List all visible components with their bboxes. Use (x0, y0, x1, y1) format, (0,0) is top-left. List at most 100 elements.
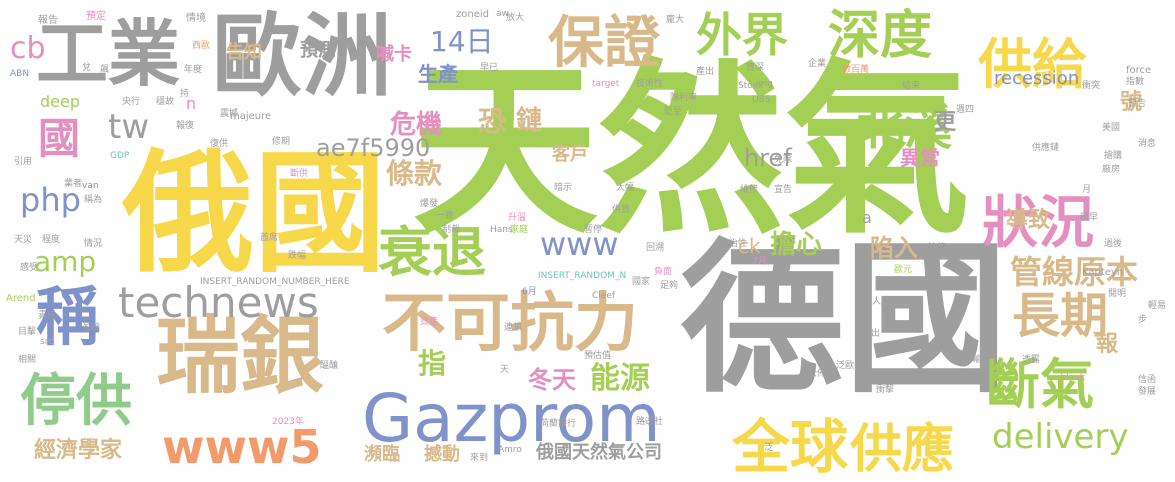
word: 年度 (184, 65, 203, 75)
word: 衝突 (1082, 81, 1101, 91)
word: 撼動 (424, 444, 460, 465)
word: 歐洲 (212, 4, 392, 109)
word: majeure (230, 111, 272, 122)
word: van (82, 181, 99, 191)
word: 公佈 (808, 369, 827, 379)
word: 相關 (18, 355, 37, 365)
word: 警告 (1128, 99, 1147, 109)
word: 宣告 (774, 185, 793, 195)
word: img (756, 79, 773, 89)
word: 想出 (862, 329, 881, 339)
word: 供貨 (612, 205, 631, 215)
word: 資深 (746, 63, 765, 73)
word: Hans (490, 225, 513, 235)
word: deep (40, 92, 80, 111)
word: 企業 (808, 59, 827, 69)
word: Arend (6, 293, 36, 304)
word: 暫停 (584, 225, 603, 235)
word: 透露 (1022, 355, 1041, 365)
word: n (186, 94, 197, 113)
word: 大幅 (616, 183, 635, 193)
word: 外界 (696, 8, 788, 62)
word: 天 (500, 365, 510, 375)
word: 工業 (36, 12, 181, 96)
word: 震撼 (220, 109, 239, 119)
word: 號 (1120, 90, 1143, 115)
word: 持 (180, 89, 190, 99)
word: 輕易 (1148, 301, 1167, 311)
word: 國家 (632, 277, 651, 287)
word: 稍早 (1080, 213, 1099, 223)
word: tw (108, 107, 150, 147)
word: 斷氣 (986, 353, 1094, 416)
word: 醞釀 (320, 361, 339, 371)
word: 預定 (86, 11, 106, 22)
word: 人士 (872, 297, 891, 307)
word: 一致 (436, 211, 455, 221)
word: 長期 (1012, 288, 1109, 344)
word: 生產 (418, 62, 458, 86)
word: 龐大 (666, 15, 685, 25)
word: 瑞銀 (156, 307, 325, 405)
word: 目擊 (18, 327, 37, 337)
word: target (592, 79, 620, 89)
word: 喊卡 (376, 44, 412, 65)
word: 指數 (1126, 77, 1145, 87)
word: 全球 (732, 413, 849, 481)
word: ABN (10, 69, 30, 79)
word: Stoxx (738, 81, 764, 91)
word: 北溪 (856, 100, 953, 156)
word: 足夠 (660, 281, 679, 291)
word: 荷蘭銀行 (540, 419, 577, 429)
word: 產出 (696, 67, 715, 77)
word: 情境 (186, 13, 206, 24)
word: 告知 (226, 42, 262, 63)
word: 6月 (522, 287, 537, 297)
word: 美國 (1102, 123, 1121, 133)
word: 恐 (478, 105, 507, 138)
word: INSERT_RANDOM_NUMBER_HERE (200, 277, 350, 287)
word: 升溫 (508, 213, 527, 223)
word: 步 (1138, 315, 1148, 325)
word: 回溯 (646, 243, 665, 253)
word: 供給 (978, 33, 1086, 96)
word: 資產 (420, 317, 439, 327)
word: 條款 (386, 157, 443, 190)
word: 俄國天然氣公司 (536, 442, 662, 463)
word: 斷供 (290, 169, 309, 179)
word: GDP (110, 151, 130, 161)
word: 俄國 (122, 137, 386, 291)
word: 穩故 (156, 97, 175, 107)
word: www (540, 225, 619, 263)
word: 異常 (900, 146, 940, 170)
word: 德國 (680, 224, 1009, 415)
word: 報告 (38, 15, 58, 26)
word: 廠房 (1102, 165, 1121, 175)
word: 指 (418, 347, 447, 380)
word: 報 (1096, 332, 1119, 357)
word: 預測 (300, 40, 336, 61)
word: 貶至 (664, 107, 683, 117)
word: 經濟學家 (34, 438, 123, 463)
word: 天災 (14, 235, 33, 245)
word: 技術性 (636, 79, 664, 89)
word: 暗示 (554, 183, 573, 193)
word: _blank (1056, 373, 1086, 383)
word: 預估值 (584, 351, 612, 361)
word: 不可抗力 (382, 287, 638, 361)
word: 早已 (480, 63, 499, 73)
word: 保證 (548, 11, 660, 76)
word: 歐元 (894, 265, 913, 275)
word: 家庭 (510, 225, 529, 235)
word: 鏈 (516, 106, 543, 136)
word: 數百萬 (842, 65, 870, 75)
word: 衰退 (378, 221, 486, 284)
word: 週四 (956, 105, 975, 115)
word: 路透社 (636, 417, 664, 427)
word: Gazprom (362, 380, 661, 457)
word: amp (34, 245, 97, 278)
word: 制裁 (442, 225, 461, 235)
word: 引用 (14, 157, 33, 167)
word: 復供 (210, 139, 229, 149)
